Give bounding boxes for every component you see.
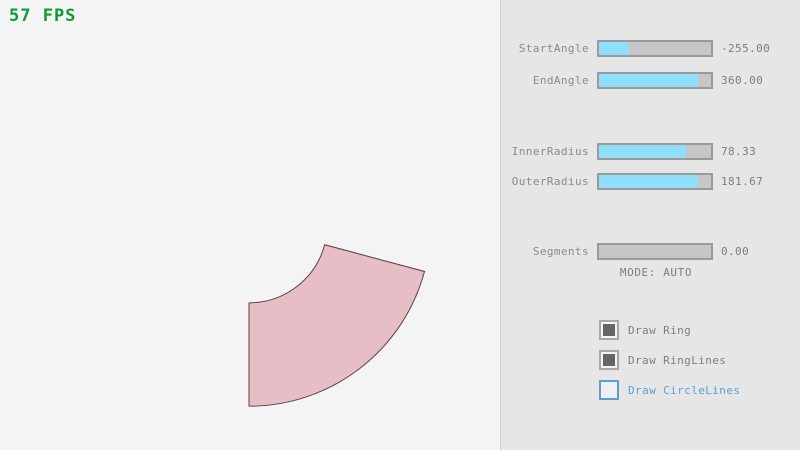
slider-track-endangle[interactable]: [597, 71, 713, 89]
fps-counter: 57 FPS: [9, 6, 77, 26]
checkbox-row-draw-ring[interactable]: Draw Ring: [599, 319, 691, 341]
slider-label-segments: Segments: [532, 244, 589, 258]
slider-row-endangle[interactable]: EndAngle 360.00: [501, 70, 800, 90]
checkbox-mark-icon: [603, 354, 615, 366]
slider-label-startangle: StartAngle: [518, 41, 589, 55]
slider-row-segments[interactable]: Segments 0.00: [501, 241, 800, 261]
checkbox-draw-circlelines[interactable]: [599, 380, 619, 400]
slider-value-innerradius: 78.33: [721, 144, 757, 158]
mode-label: MODE: AUTO: [619, 266, 693, 279]
donut-segment-2: [248, 244, 425, 407]
checkbox-mark-icon: [603, 324, 615, 336]
checkbox-draw-ring[interactable]: [599, 320, 619, 340]
slider-fill-outerradius: [599, 174, 698, 188]
slider-label-innerradius: InnerRadius: [511, 144, 589, 158]
slider-row-outerradius[interactable]: OuterRadius 181.67: [501, 171, 800, 191]
checkbox-row-draw-ringlines[interactable]: Draw RingLines: [599, 349, 726, 371]
controls-panel: StartAngle -255.00 EndAngle 360.00 Inner…: [500, 0, 800, 450]
slider-track-outerradius[interactable]: [597, 172, 713, 190]
slider-row-innerradius[interactable]: InnerRadius 78.33: [501, 141, 800, 161]
slider-row-startangle[interactable]: StartAngle -255.00: [501, 38, 800, 58]
checkbox-label-draw-ringlines[interactable]: Draw RingLines: [628, 353, 727, 367]
render-canvas[interactable]: 57 FPS: [0, 0, 500, 450]
slider-value-outerradius: 181.67: [721, 174, 764, 188]
slider-label-outerradius: OuterRadius: [511, 174, 589, 188]
slider-track-innerradius[interactable]: [597, 142, 713, 160]
slider-value-endangle: 360.00: [721, 73, 764, 87]
slider-track-segments[interactable]: [597, 242, 713, 260]
checkbox-label-draw-ring[interactable]: Draw Ring: [628, 323, 692, 337]
checkbox-draw-ringlines[interactable]: [599, 350, 619, 370]
slider-fill-endangle: [599, 73, 698, 87]
checkbox-row-draw-circlelines[interactable]: Draw CircleLines: [599, 379, 740, 401]
slider-value-segments: 0.00: [721, 244, 750, 258]
checkbox-label-draw-circlelines[interactable]: Draw CircleLines: [628, 383, 741, 397]
slider-label-endangle: EndAngle: [532, 73, 589, 87]
donut-chart: [248, 244, 425, 407]
slider-value-startangle: -255.00: [721, 41, 771, 55]
slider-fill-startangle: [599, 41, 630, 55]
slider-track-startangle[interactable]: [597, 39, 713, 57]
slider-fill-innerradius: [599, 144, 687, 158]
